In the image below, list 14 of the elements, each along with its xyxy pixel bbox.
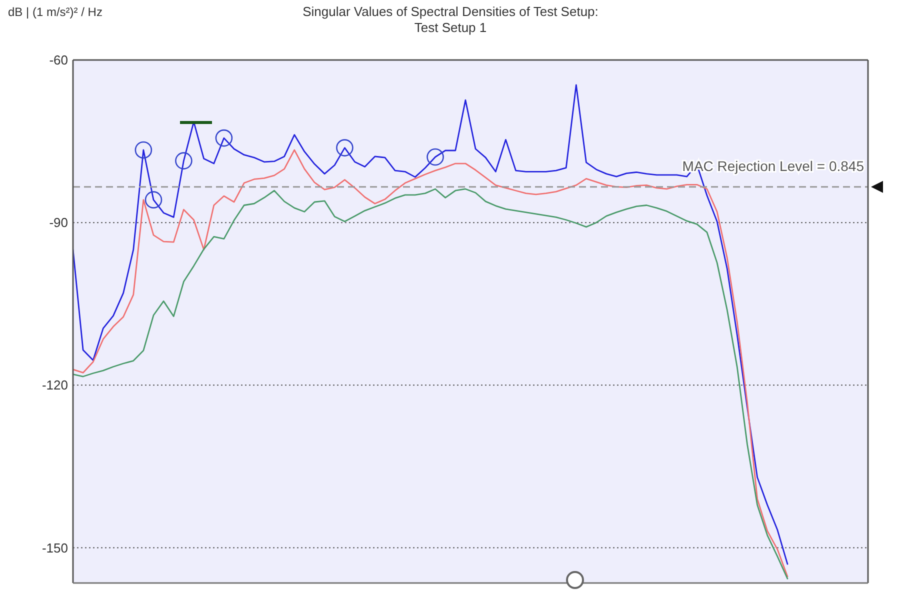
y-tick-label: -90 (49, 215, 68, 230)
point (144, 191, 162, 208)
y-axis-title: dB | (1 m/s²)² / Hz (8, 5, 102, 19)
point (426, 148, 444, 166)
y-tick-label: -60 (49, 52, 68, 68)
point (175, 152, 192, 170)
point (336, 139, 354, 156)
point (215, 129, 233, 147)
y-tick-label: -150 (42, 540, 68, 556)
chart-subtitle: Test Setup 1 (414, 20, 487, 35)
point (134, 141, 152, 159)
y-tick-label: -120 (42, 378, 68, 393)
annotation: MAC Rejection Level = 0.845 (682, 158, 864, 174)
chart-title: Singular Values of Spectral Densities of Test Setup: (302, 4, 598, 19)
